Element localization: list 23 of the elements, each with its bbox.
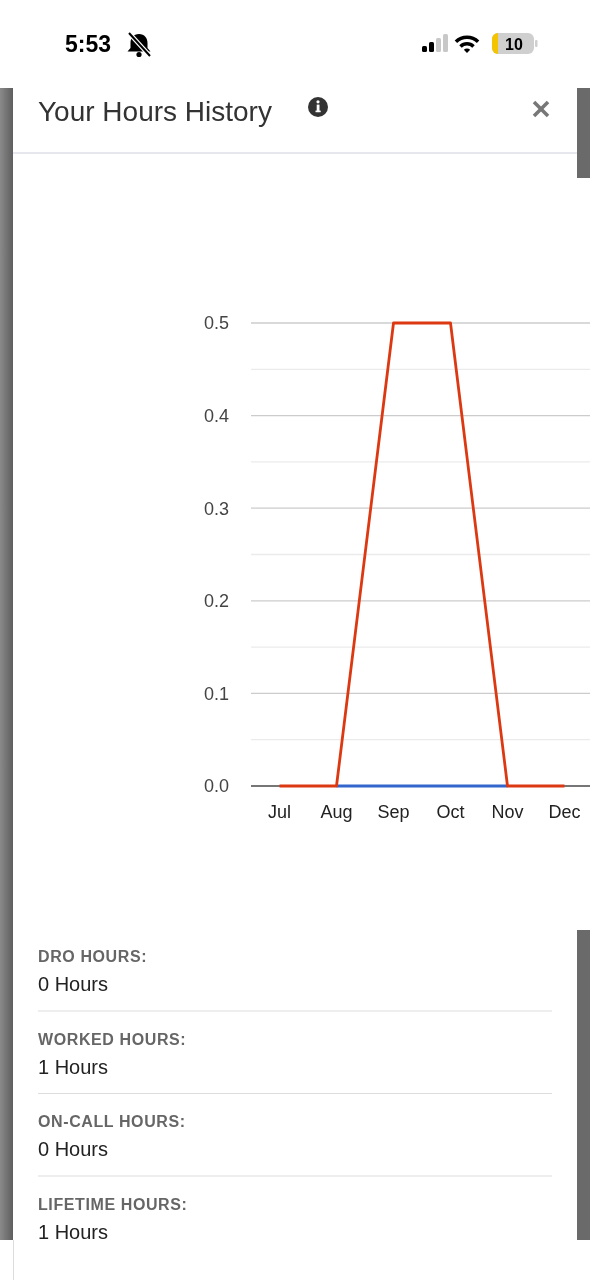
text: WORKED HOURS: <box>38 1030 187 1048</box>
x-tick-label: Oct <box>436 802 465 822</box>
text: LIFETIME HOURS: <box>38 1195 188 1213</box>
y-tick-label: 0.5 <box>203 313 229 334</box>
y-tick-label: 0.2 <box>203 591 229 612</box>
text: 0 Hours <box>38 973 109 995</box>
x-tick-label: Aug <box>320 802 353 822</box>
text: 1 Hours <box>38 1220 109 1243</box>
chart-title: Your Hours History <box>38 96 272 127</box>
text: 0 Hours <box>38 1138 109 1160</box>
text: ON-CALL HOURS: <box>38 1113 186 1130</box>
x-tick-label: Dec <box>548 802 581 822</box>
x-tick-label: Jul <box>267 802 292 822</box>
text: 10 <box>505 36 523 53</box>
x-tick-label: Sep <box>377 802 410 822</box>
y-tick-label: 0.0 <box>203 776 229 797</box>
text: 1 Hours <box>38 1055 109 1078</box>
y-tick-label: 0.1 <box>203 683 229 704</box>
text: DRO HOURS: <box>38 948 148 965</box>
x-tick-label: Nov <box>491 802 524 822</box>
y-tick-label: 0.3 <box>203 498 229 519</box>
text: 5:53 <box>65 31 112 57</box>
y-tick-label: 0.4 <box>203 405 229 426</box>
